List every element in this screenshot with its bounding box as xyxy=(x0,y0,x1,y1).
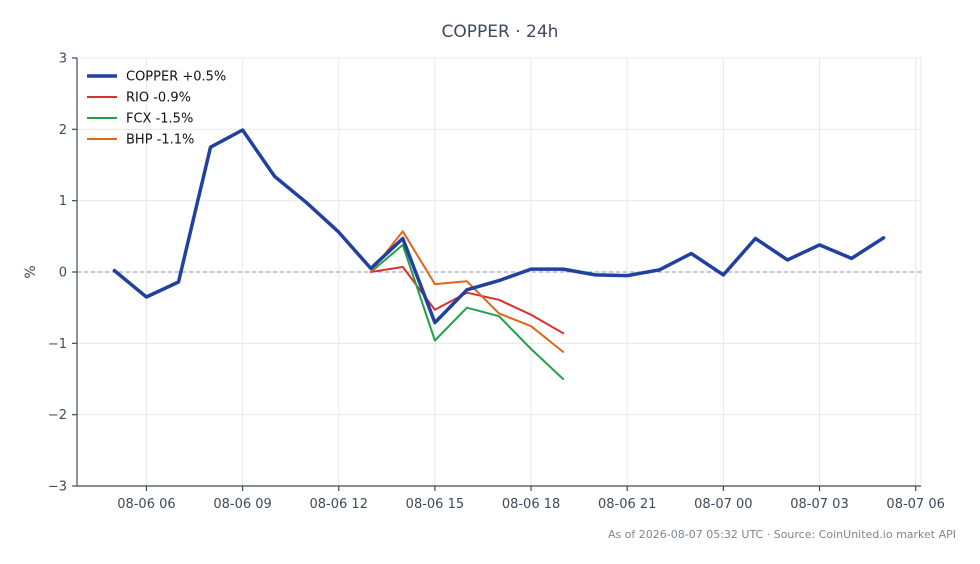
axes: −3 −2 −1 0 1 2 3 08-06 06 08-06 09 08-06 12 08-06 … xyxy=(48,52,945,513)
chart-title: COPPER · 24h xyxy=(442,22,559,42)
y-tick-label: 3 xyxy=(59,52,67,67)
y-tick-label: −2 xyxy=(48,408,67,423)
y-tick-label: 0 xyxy=(59,266,67,281)
y-tick-label: −3 xyxy=(48,480,67,495)
footer-note: As of 2026-08-07 05:32 UTC · Source: Coi… xyxy=(608,528,956,541)
y-tick-label: 1 xyxy=(59,194,67,209)
series-line-3 xyxy=(369,243,565,380)
y-axis-label: % xyxy=(23,265,39,278)
y-tick-label: 2 xyxy=(59,123,67,138)
series-line-4 xyxy=(369,230,565,353)
series-line-2 xyxy=(369,266,565,335)
legend-label: FCX -1.5% xyxy=(126,112,193,127)
x-tick-label: 08-06 09 xyxy=(213,497,271,512)
y-tick-label: −1 xyxy=(48,337,67,352)
x-tick-label: 08-07 00 xyxy=(694,497,752,512)
x-tick-label: 08-06 12 xyxy=(310,497,368,512)
legend-label: BHP -1.1% xyxy=(126,133,194,148)
x-tick-label: 08-06 06 xyxy=(117,497,175,512)
series-line-1 xyxy=(112,128,886,325)
gridlines xyxy=(77,57,922,486)
legend: COPPER +0.5% RIO -0.9% FCX -1.5% BHP -1.1% xyxy=(87,70,226,148)
legend-label: COPPER +0.5% xyxy=(126,70,226,85)
x-tick-label: 08-06 15 xyxy=(406,497,464,512)
x-tick-label: 08-06 18 xyxy=(502,497,560,512)
x-tick-label: 08-07 06 xyxy=(886,497,944,512)
legend-label: RIO -0.9% xyxy=(126,91,191,106)
series-lines xyxy=(112,128,886,380)
x-tick-label: 08-06 21 xyxy=(598,497,656,512)
x-tick-label: 08-07 03 xyxy=(790,497,848,512)
